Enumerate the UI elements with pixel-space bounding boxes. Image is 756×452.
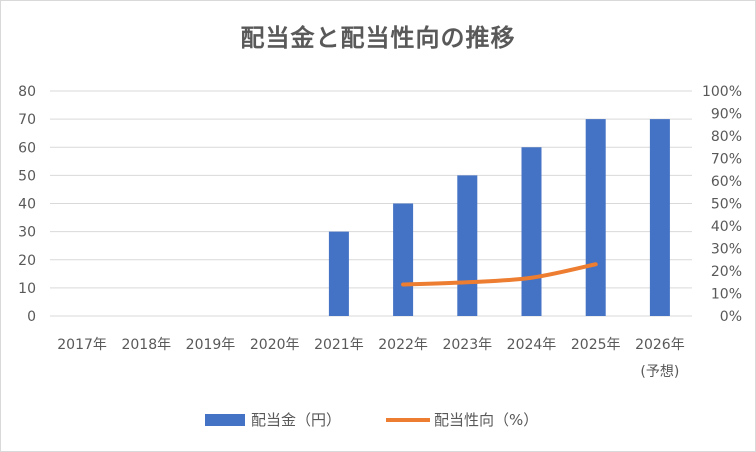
left-tick-label: 60 (18, 140, 36, 156)
left-tick-label: 50 (18, 168, 36, 184)
x-tick-label: 2025年 (571, 337, 621, 353)
bar (649, 119, 670, 316)
bar (393, 203, 414, 316)
x-tick-label: 2024年 (507, 337, 557, 353)
right-tick-label: 80% (711, 129, 742, 145)
legend-label: 配当金（円） (251, 411, 341, 429)
legend: 配当金（円） 配当性向（%） (205, 411, 538, 429)
x-tick-label: (予想) (640, 364, 679, 380)
right-tick-label: 30% (711, 242, 742, 258)
right-tick-label: 50% (711, 197, 742, 213)
left-tick-label: 10 (18, 281, 36, 297)
x-tick-label: 2021年 (314, 337, 364, 353)
gridlines (50, 90, 692, 317)
bar (521, 147, 542, 316)
bar (585, 119, 606, 316)
left-tick-label: 20 (18, 253, 36, 269)
left-tick-label: 0 (27, 309, 36, 325)
x-tick-label: 2017年 (57, 337, 107, 353)
right-tick-label: 40% (711, 219, 742, 235)
line-series-path (401, 262, 598, 287)
left-axis: 0 10 20 30 40 50 60 70 80 (18, 84, 36, 325)
x-tick-label: 2022年 (378, 337, 428, 353)
left-tick-label: 70 (18, 112, 36, 128)
right-tick-label: 90% (711, 107, 742, 123)
legend-label: 配当性向（%） (434, 411, 538, 429)
right-tick-label: 70% (711, 152, 742, 168)
right-axis: 0% 10% 20% 30% 40% 50% 60% 70% 80% 90% 100% (702, 84, 742, 325)
left-tick-label: 30 (18, 225, 36, 241)
right-tick-label: 60% (711, 174, 742, 190)
x-axis: 2017年 2018年 2019年 2020年 2021年 2022年 2023年 2024年… (57, 337, 684, 380)
right-tick-label: 20% (711, 264, 742, 280)
x-tick-label: 2018年 (121, 337, 171, 353)
left-tick-label: 80 (18, 84, 36, 100)
left-tick-label: 40 (18, 197, 36, 213)
right-tick-label: 10% (711, 287, 742, 303)
legend-swatch-bar (205, 414, 245, 426)
x-tick-label: 2019年 (186, 337, 236, 353)
chart-title: 配当金と配当性向の推移 (240, 24, 516, 52)
right-tick-label: 100% (702, 84, 742, 100)
bar-series (328, 119, 670, 316)
line-series (401, 262, 598, 287)
x-tick-label: 2023年 (442, 337, 492, 353)
bar (328, 231, 349, 316)
x-tick-label: 2020年 (250, 337, 300, 353)
bar (457, 175, 478, 316)
x-tick-label: 2026年 (635, 337, 685, 353)
right-tick-label: 0% (720, 309, 742, 325)
